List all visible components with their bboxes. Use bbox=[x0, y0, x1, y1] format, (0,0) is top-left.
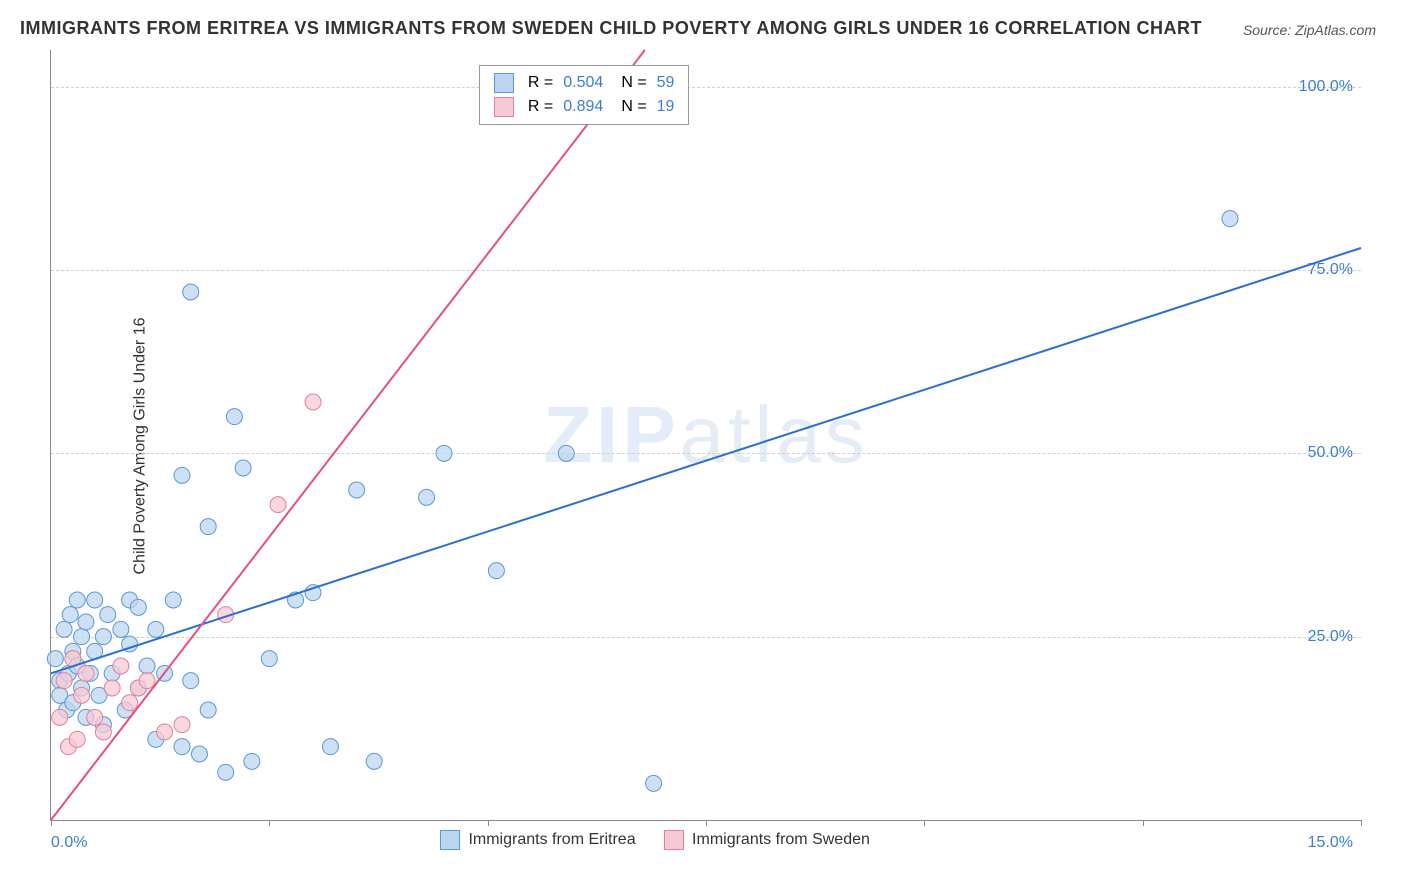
data-point bbox=[200, 519, 216, 535]
legend-n-label: N = bbox=[609, 96, 650, 118]
data-point bbox=[436, 445, 452, 461]
data-point bbox=[74, 687, 90, 703]
data-point bbox=[56, 673, 72, 689]
data-point bbox=[56, 621, 72, 637]
data-point bbox=[104, 680, 120, 696]
data-point bbox=[261, 651, 277, 667]
data-point bbox=[100, 607, 116, 623]
data-point bbox=[174, 739, 190, 755]
data-point bbox=[558, 445, 574, 461]
x-tick-label: 15.0% bbox=[1308, 834, 1353, 852]
legend-series-name: Immigrants from Sweden bbox=[692, 831, 870, 848]
data-point bbox=[183, 673, 199, 689]
x-tick bbox=[1143, 820, 1144, 826]
legend-r-value: 0.504 bbox=[559, 72, 607, 94]
x-tick bbox=[706, 820, 707, 826]
x-tick bbox=[488, 820, 489, 826]
data-point bbox=[200, 702, 216, 718]
data-point bbox=[78, 665, 94, 681]
data-point bbox=[78, 614, 94, 630]
legend-r-label: R = bbox=[524, 72, 557, 94]
data-point bbox=[87, 592, 103, 608]
data-point bbox=[95, 724, 111, 740]
data-point bbox=[113, 658, 129, 674]
data-point bbox=[157, 724, 173, 740]
data-point bbox=[130, 599, 146, 615]
data-point bbox=[69, 731, 85, 747]
data-point bbox=[139, 658, 155, 674]
legend-stats: R =0.504N =59 R =0.894N =19 bbox=[479, 65, 690, 125]
data-point bbox=[349, 482, 365, 498]
data-point bbox=[270, 497, 286, 513]
legend-swatch bbox=[664, 830, 684, 850]
data-point bbox=[113, 621, 129, 637]
data-point bbox=[646, 775, 662, 791]
legend-swatch bbox=[494, 73, 514, 93]
x-tick bbox=[51, 820, 52, 826]
regression-line bbox=[51, 248, 1361, 673]
data-point bbox=[226, 409, 242, 425]
data-point bbox=[174, 717, 190, 733]
chart-title: IMMIGRANTS FROM ERITREA VS IMMIGRANTS FR… bbox=[20, 18, 1202, 39]
data-point bbox=[244, 753, 260, 769]
data-point bbox=[183, 284, 199, 300]
legend-n-label: N = bbox=[609, 72, 650, 94]
legend-item: Immigrants from Sweden bbox=[664, 830, 870, 850]
data-point bbox=[139, 673, 155, 689]
data-point bbox=[95, 629, 111, 645]
data-point bbox=[322, 739, 338, 755]
data-point bbox=[165, 592, 181, 608]
source-attribution: Source: ZipAtlas.com bbox=[1243, 22, 1376, 38]
x-tick bbox=[924, 820, 925, 826]
data-point bbox=[174, 467, 190, 483]
legend-bottom: Immigrants from Eritrea Immigrants from … bbox=[440, 830, 898, 850]
data-point bbox=[419, 489, 435, 505]
legend-swatch bbox=[494, 97, 514, 117]
data-point bbox=[52, 709, 68, 725]
data-point bbox=[1222, 211, 1238, 227]
x-tick bbox=[269, 820, 270, 826]
data-point bbox=[191, 746, 207, 762]
data-point bbox=[488, 563, 504, 579]
data-point bbox=[69, 592, 85, 608]
data-point bbox=[235, 460, 251, 476]
legend-n-value: 59 bbox=[653, 72, 679, 94]
legend-r-label: R = bbox=[524, 96, 557, 118]
data-point bbox=[305, 394, 321, 410]
legend-r-value: 0.894 bbox=[559, 96, 607, 118]
data-point bbox=[148, 621, 164, 637]
data-point bbox=[74, 629, 90, 645]
x-tick-label: 0.0% bbox=[51, 834, 87, 852]
data-point bbox=[366, 753, 382, 769]
legend-item: Immigrants from Eritrea bbox=[440, 830, 636, 850]
data-point bbox=[122, 695, 138, 711]
chart-svg bbox=[51, 50, 1361, 820]
data-point bbox=[87, 709, 103, 725]
x-tick bbox=[1361, 820, 1362, 826]
data-point bbox=[47, 651, 63, 667]
legend-swatch bbox=[440, 830, 460, 850]
data-point bbox=[218, 764, 234, 780]
legend-n-value: 19 bbox=[653, 96, 679, 118]
plot-area: ZIPatlas 25.0%50.0%75.0%100.0%0.0%15.0%R… bbox=[50, 50, 1361, 821]
legend-series-name: Immigrants from Eritrea bbox=[468, 831, 635, 848]
regression-line bbox=[51, 50, 645, 820]
data-point bbox=[62, 607, 78, 623]
